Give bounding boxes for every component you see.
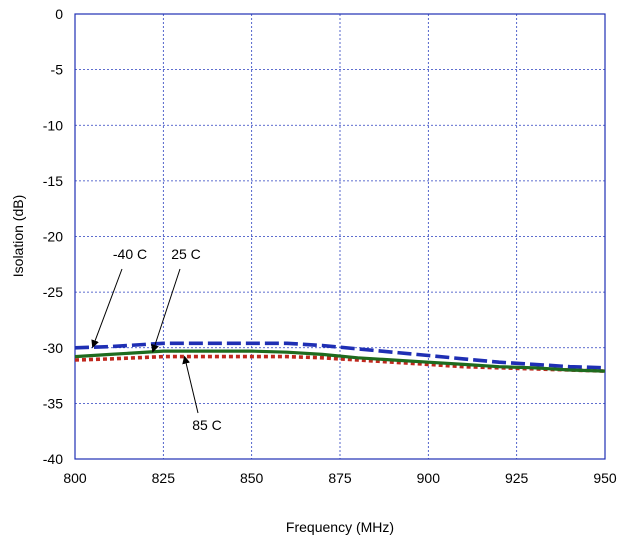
series-line-minus40c (74, 341, 606, 370)
annotations: -40 C 25 C 85 C (91, 246, 222, 433)
x-tick-label: 800 (63, 470, 87, 486)
x-tick-label: 850 (240, 470, 264, 486)
x-tick-label: 875 (328, 470, 352, 486)
y-tick-label: -10 (43, 117, 63, 133)
annotation-arrow (182, 355, 199, 414)
y-tick-label: -30 (43, 340, 63, 356)
series-line-85c (74, 354, 606, 373)
x-tick-label: 900 (417, 470, 441, 486)
x-tick-label: 825 (152, 470, 176, 486)
chart-grid (74, 13, 606, 460)
annotation-label: -40 C (113, 246, 147, 262)
series-layer (74, 341, 606, 373)
annotation-arrow (91, 268, 123, 349)
x-tick-label: 925 (505, 470, 529, 486)
x-axis-label: Frequency (MHz) (286, 519, 394, 535)
series-line-25c (74, 349, 606, 373)
annotation-arrow (151, 268, 181, 353)
annotation-label: 25 C (171, 246, 201, 262)
y-tick-label: -5 (51, 62, 64, 78)
y-tick-label: 0 (55, 6, 63, 22)
y-tick-label: -25 (43, 284, 63, 300)
y-axis-label: Isolation (dB) (10, 195, 26, 277)
tick-labels: 800 825 850 875 900 925 950 0 -5 -10 -15 -20 -25 -30 -… (43, 6, 617, 486)
plot-area-border (74, 13, 606, 460)
y-tick-label: -20 (43, 229, 63, 245)
y-tick-label: -15 (43, 173, 63, 189)
annotation-label: 85 C (192, 417, 222, 433)
y-tick-label: -40 (43, 451, 63, 467)
x-tick-label: 950 (593, 470, 617, 486)
y-tick-label: -35 (43, 395, 63, 411)
